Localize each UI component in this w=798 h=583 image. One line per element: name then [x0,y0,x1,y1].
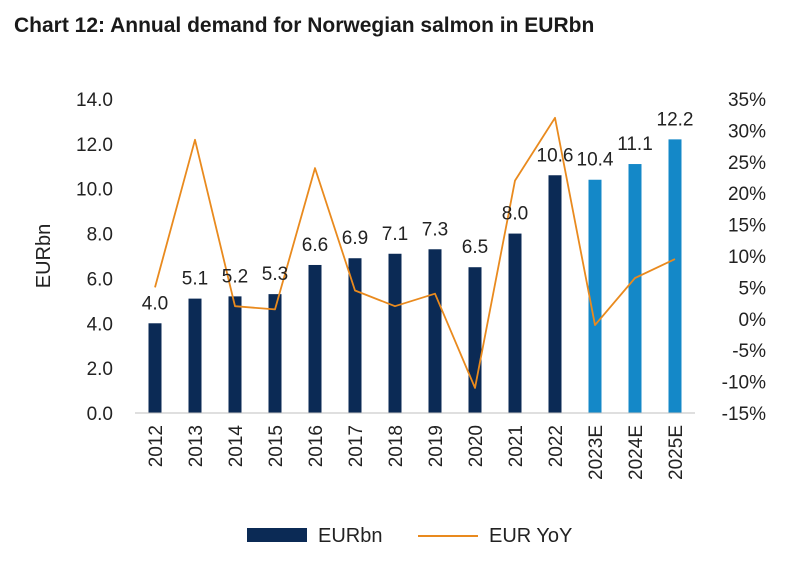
line-series [154,116,676,389]
axes: 0.0 2.0 4.0 6.0 8.0 10.0 12.0 14.0 -15% -10% -5% 0%… [33,90,766,480]
data-label: 7.3 [422,219,448,240]
x-tick-label: 2019 [426,425,447,467]
bar [668,139,682,413]
x-tick-label: 2018 [386,425,407,467]
y-tick-label: 0.0 [87,404,113,425]
y2-tick-label: 5% [739,278,767,299]
y2-tick-label: 20% [728,184,766,205]
y2-tick-label: 25% [728,153,766,174]
legend-bar-label: EURbn [318,525,382,547]
x-tick-label: 2021 [506,425,527,467]
data-label: 4.0 [142,293,168,314]
data-label: 6.6 [302,235,328,256]
y-axis-label: EURbn [33,224,55,288]
y2-tick-label: -5% [732,341,766,362]
bar [428,249,442,413]
data-label: 12.2 [657,109,694,130]
bar [148,323,162,413]
bar [468,267,482,413]
data-label: 11.1 [617,134,653,155]
x-tick-label: 2012 [146,425,167,467]
y-tick-label: 4.0 [87,314,113,335]
bar [188,298,202,413]
bar [628,164,642,413]
y-tick-label: 6.0 [87,269,113,290]
y-tick-label: 2.0 [87,359,113,380]
bar [388,253,402,413]
data-label: 5.3 [262,264,288,285]
bar-series [148,139,682,413]
data-label: 7.1 [382,224,408,245]
yoy-line [154,116,676,389]
y2-tick-label: 0% [739,310,767,331]
bar [308,264,322,413]
x-tick-label: 2016 [306,425,327,467]
x-tick-label: 2022 [546,425,567,467]
y-tick-label: 10.0 [76,180,113,201]
chart-title: Chart 12: Annual demand for Norwegian sa… [14,14,595,37]
legend: EURbn EUR YoY [247,525,572,547]
y-tick-label: 8.0 [87,225,113,246]
y-tick-label: 12.0 [76,135,113,156]
x-tick-label: 2017 [346,425,367,467]
x-tick-label: 2024E [626,425,647,480]
x-tick-label: 2013 [186,425,207,467]
data-label: 10.4 [577,150,614,171]
x-tick-label: 2025E [666,425,687,480]
data-label: 6.9 [342,228,368,249]
data-label: 5.2 [222,266,248,287]
x-tick-label: 2015 [266,425,287,467]
x-tick-label: 2020 [466,425,487,467]
bar [268,294,282,413]
data-label: 10.6 [537,145,574,166]
data-label: 5.1 [182,269,208,290]
legend-bar-swatch [247,528,307,542]
y2-tick-label: 35% [728,90,766,111]
y2-tick-label: 10% [728,247,766,268]
y2-tick-label: -10% [722,373,766,394]
y2-tick-label: -15% [722,404,766,425]
bar [548,175,562,413]
bar [588,179,602,413]
y-tick-label: 14.0 [76,90,113,111]
y2-tick-label: 30% [728,121,766,142]
bar [228,296,242,413]
data-labels: 4.0 5.1 5.2 5.3 6.6 6.9 7.1 7.3 6.5 8.0 10.6 10.411… [142,109,694,314]
x-tick-label: 2014 [226,425,247,468]
data-label: 8.0 [502,204,528,225]
y2-tick-label: 15% [728,216,766,237]
bar [508,233,522,413]
legend-line-label: EUR YoY [489,525,572,547]
bar [348,258,362,413]
data-label: 6.5 [462,237,488,258]
x-tick-label: 2023E [586,425,607,480]
